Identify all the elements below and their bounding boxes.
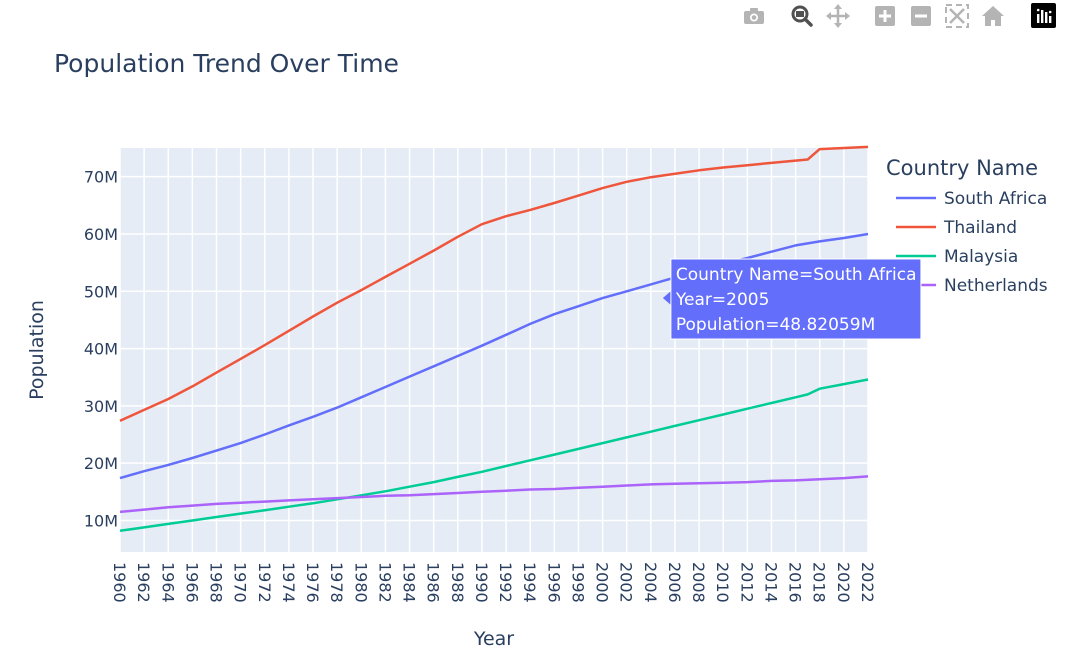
legend-label: Thailand <box>943 218 1017 238</box>
legend-label: Netherlands <box>944 276 1048 296</box>
pan-icon[interactable]: Pan <box>825 3 851 29</box>
y-tick-label: 30M <box>84 397 118 416</box>
series-line-thailand[interactable] <box>119 145 869 422</box>
x-tick-label: 1960 <box>110 562 129 603</box>
x-tick-label: 1964 <box>158 562 177 603</box>
y-tick-label: 60M <box>84 225 118 244</box>
zoom-icon[interactable]: Zoom <box>789 3 815 29</box>
y-tick-label: 40M <box>84 340 118 359</box>
x-tick-label: 1982 <box>375 562 394 603</box>
y-axis-title: Population <box>26 300 48 400</box>
x-tick-label: 1994 <box>520 562 539 603</box>
hover-box <box>670 258 922 340</box>
x-tick-label: 1974 <box>279 562 298 603</box>
x-tick-label: 2006 <box>665 562 684 603</box>
x-tick-label: 2014 <box>761 562 780 603</box>
plotly-logo-icon[interactable]: Produced with Plotly <box>1031 3 1056 28</box>
legend-label: Malaysia <box>944 247 1018 267</box>
reset-axes-icon[interactable]: Reset axes <box>980 3 1006 29</box>
x-tick-label: 1988 <box>448 562 467 603</box>
chart-title: Population Trend Over Time <box>54 49 399 78</box>
x-tick-label: 1986 <box>424 562 443 603</box>
hover-text-line: Population=48.82059M <box>676 315 875 335</box>
x-tick-label: 2018 <box>810 562 829 603</box>
hover-pointer <box>662 291 671 306</box>
legend-title: Country Name <box>886 156 1038 180</box>
x-tick-label: 1992 <box>496 562 515 603</box>
series-line-netherlands[interactable] <box>119 475 869 514</box>
legend-item-malaysia[interactable]: Malaysia <box>896 247 1018 267</box>
plot-area <box>120 148 868 552</box>
x-tick-label: 2010 <box>713 562 732 603</box>
x-tick-label: 2000 <box>593 562 612 603</box>
modebar: Download plot as a png Zoom Pan Zoom in <box>741 3 1071 29</box>
series-line-malaysia[interactable] <box>119 378 869 533</box>
x-tick-label: 1980 <box>351 562 370 603</box>
x-tick-label: 2002 <box>617 562 636 603</box>
x-tick-label: 1984 <box>400 562 419 603</box>
x-tick-label: 1962 <box>134 562 153 603</box>
x-tick-label: 2008 <box>689 562 708 603</box>
x-tick-label: 1996 <box>544 562 563 603</box>
zoom-out-icon[interactable]: Zoom out <box>908 3 934 29</box>
hover-text-line: Year=2005 <box>675 290 770 310</box>
hover-tooltip: Country Name=South Africa Year=2005 Popula… <box>662 258 922 340</box>
x-tick-label: 1990 <box>472 562 491 603</box>
y-tick-label: 10M <box>84 511 118 530</box>
x-tick-label: 1978 <box>327 562 346 603</box>
zoom-in-icon[interactable]: Zoom in <box>872 3 898 29</box>
x-tick-label: 2012 <box>737 562 756 603</box>
y-tick-label: 50M <box>84 282 118 301</box>
x-tick-label: 2022 <box>858 562 877 603</box>
x-tick-label: 1968 <box>207 562 226 603</box>
legend-item-thailand[interactable]: Thailand <box>896 218 1017 238</box>
x-tick-label: 2020 <box>834 562 853 603</box>
x-tick-label: 1970 <box>231 562 250 603</box>
x-tick-label: 1972 <box>255 562 274 603</box>
autoscale-icon[interactable]: Autoscale <box>944 3 970 29</box>
camera-icon[interactable]: Download plot as a png <box>741 3 767 29</box>
legend-label: South Africa <box>944 189 1047 209</box>
x-axis-title: Year <box>473 628 514 650</box>
x-tick-label: 2004 <box>641 562 660 603</box>
x-tick-label: 2016 <box>786 562 805 603</box>
x-tick-label: 1966 <box>182 562 201 603</box>
y-tick-label: 20M <box>84 454 118 473</box>
x-tick-label: 1976 <box>303 562 322 603</box>
x-tick-label: 1998 <box>568 562 587 603</box>
y-tick-label: 70M <box>84 168 118 187</box>
legend-item-south-africa[interactable]: South Africa <box>896 189 1047 209</box>
hover-text-line: Country Name=South Africa <box>676 265 917 285</box>
